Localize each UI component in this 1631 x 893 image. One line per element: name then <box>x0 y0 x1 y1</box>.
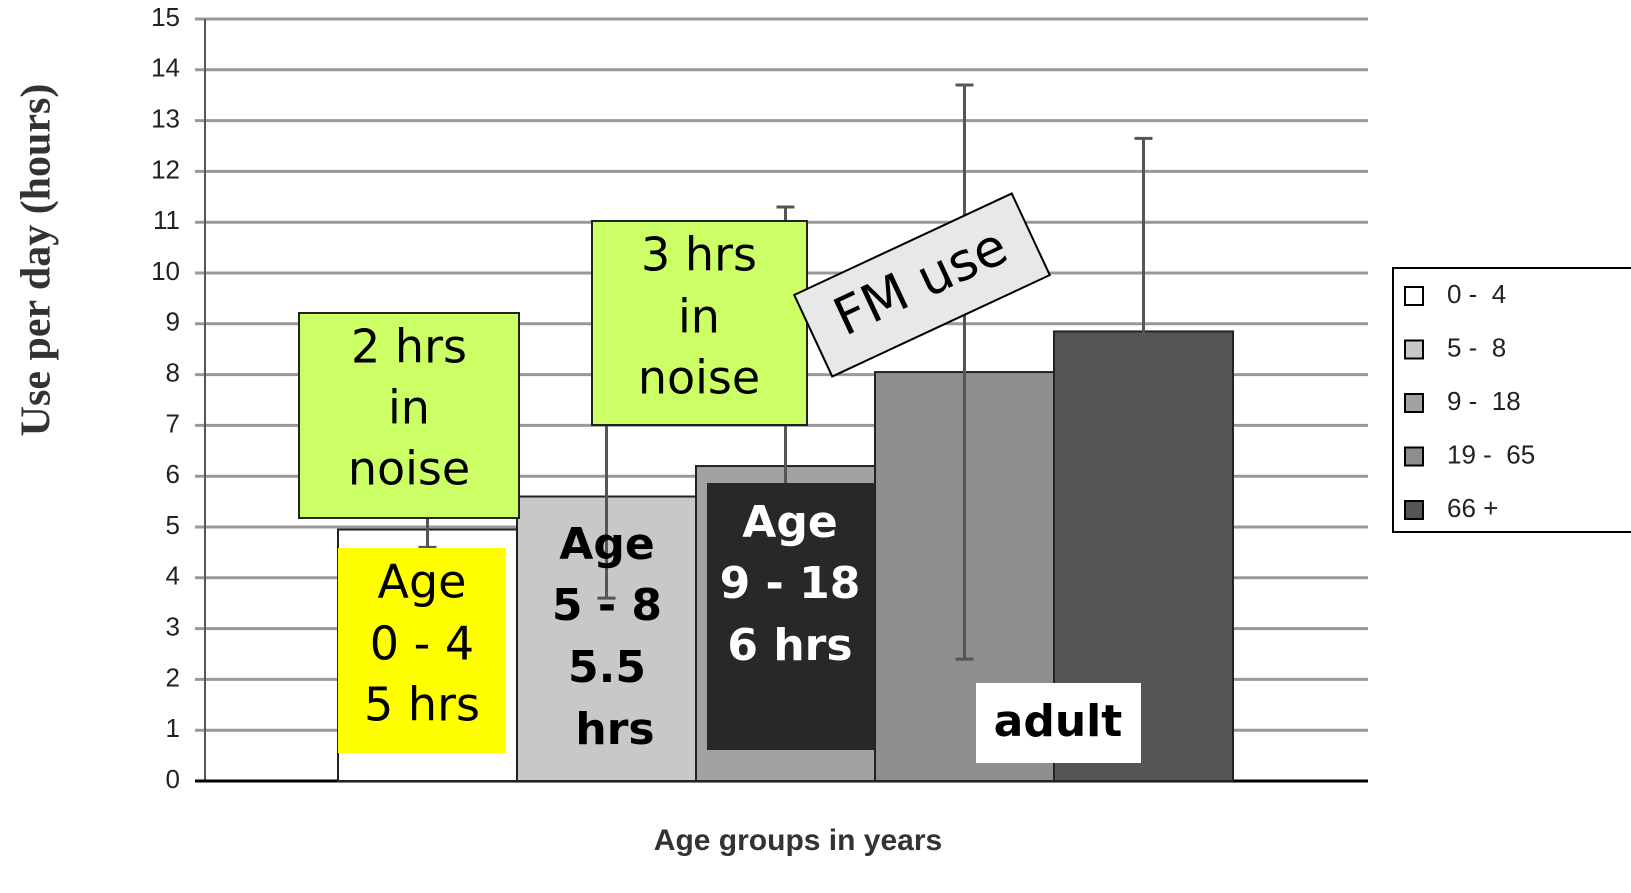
legend-swatch <box>1404 446 1424 467</box>
annotation: 2 hrs in noise <box>298 312 520 519</box>
y-tick-label: 11 <box>153 205 180 235</box>
annotation-box <box>591 220 808 426</box>
error-bar <box>955 83 974 661</box>
error-bar <box>1134 136 1153 526</box>
annotation: adult <box>976 683 1141 763</box>
annotation-text: in <box>678 290 720 344</box>
annotation-box <box>792 192 1052 378</box>
annotation-text: Age <box>378 555 467 609</box>
y-tick-label: 3 <box>166 611 180 641</box>
y-tick-label: 4 <box>166 561 180 591</box>
legend-swatch <box>1404 286 1424 306</box>
y-tick-label: 5 <box>166 510 180 540</box>
legend-label: 66 + <box>1447 493 1498 523</box>
annotation-text: adult <box>994 696 1123 747</box>
annotation: Age 5 - 8 5.5 hrs <box>552 519 662 755</box>
annotation-text: in <box>388 381 430 435</box>
annotation: Age 9 - 18 6 hrs <box>707 483 875 750</box>
legend-label: 19 - 65 <box>1447 439 1535 469</box>
annotation-text: 9 - 18 <box>720 558 861 609</box>
annotation-text: 5 hrs <box>364 678 480 732</box>
y-tick-label: 1 <box>166 713 180 743</box>
legend-label: 5 - 8 <box>1447 332 1506 362</box>
legend-label: 0 - 4 <box>1447 279 1506 309</box>
legend-swatch <box>1404 339 1424 360</box>
y-tick-label: 12 <box>151 154 180 184</box>
y-tick-label: 2 <box>166 662 180 692</box>
annotation-box <box>976 683 1141 763</box>
annotation: Age 0 - 4 5 hrs <box>338 548 506 753</box>
legend-box <box>1392 267 1631 533</box>
y-axis-label: Use per day (hours) <box>14 84 60 437</box>
y-tick-label: 7 <box>166 408 180 438</box>
y-tick-label: 13 <box>151 103 180 133</box>
legend-label: 9 - 18 <box>1447 386 1521 416</box>
annotation: 3 hrs in noise <box>591 220 808 426</box>
annotation-box <box>338 548 506 753</box>
annotation-text: noise <box>348 442 470 496</box>
annotation-text: hrs <box>575 704 654 755</box>
x-axis-label: Age groups in years <box>654 824 942 857</box>
annotation-text: 3 hrs <box>641 228 757 282</box>
annotation-text: 5 - 8 <box>552 580 662 631</box>
annotation-box <box>707 483 875 750</box>
annotation-text: 6 hrs <box>727 620 852 671</box>
annotation-text: Age <box>742 497 837 548</box>
y-tick-label: 14 <box>151 53 180 83</box>
y-tick-label: 8 <box>166 357 180 387</box>
legend-swatch <box>1404 393 1424 413</box>
y-tick-label: 6 <box>166 459 180 489</box>
annotation-text: Age <box>559 519 654 570</box>
legend-swatch <box>1404 500 1424 520</box>
y-tick-label: 10 <box>151 256 180 286</box>
annotation-text: 2 hrs <box>351 320 467 374</box>
annotation-text: 5.5 <box>568 642 646 693</box>
annotation-text: noise <box>638 351 760 405</box>
y-tick-label: 0 <box>166 764 180 794</box>
annotation-box <box>298 312 520 519</box>
y-tick-label: 9 <box>166 307 180 337</box>
annotation-text: 0 - 4 <box>370 617 474 671</box>
y-tick-label: 15 <box>151 2 180 32</box>
